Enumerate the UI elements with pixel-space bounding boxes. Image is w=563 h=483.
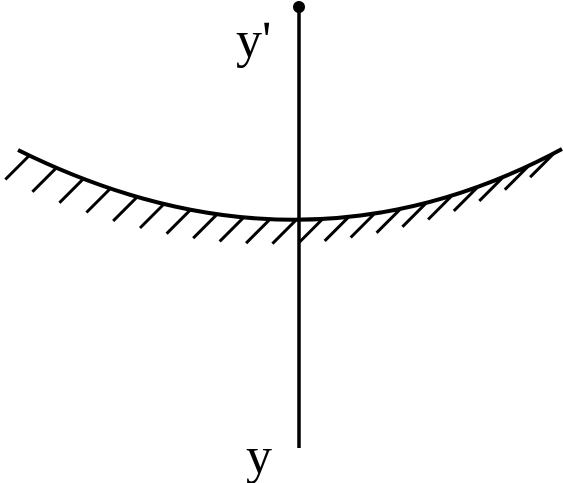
hatch-mark bbox=[297, 217, 324, 245]
hatch-mark bbox=[323, 215, 350, 242]
hatch-mark bbox=[478, 175, 505, 202]
hatch-mark bbox=[165, 208, 192, 235]
hatch-mark bbox=[85, 187, 112, 214]
hatch-mark bbox=[58, 177, 85, 204]
hatch-mark bbox=[4, 154, 31, 181]
hatch-mark bbox=[452, 185, 479, 212]
axis-end-dot bbox=[293, 1, 305, 13]
hatch-mark bbox=[31, 166, 58, 193]
hatch-mark bbox=[271, 218, 298, 245]
mirror-hatching bbox=[4, 152, 556, 245]
hatch-mark bbox=[375, 207, 402, 234]
hatch-mark bbox=[138, 202, 166, 230]
hatch-mark bbox=[192, 213, 219, 240]
label-y-prime: y' bbox=[236, 12, 271, 69]
hatch-mark bbox=[401, 201, 428, 228]
label-y: y bbox=[246, 428, 272, 483]
mirror-surface bbox=[17, 147, 563, 222]
hatch-mark bbox=[218, 216, 245, 243]
hatch-mark bbox=[349, 212, 376, 239]
hatch-mark bbox=[427, 194, 454, 221]
hatch-mark bbox=[112, 195, 139, 222]
hatch-mark bbox=[245, 218, 272, 245]
